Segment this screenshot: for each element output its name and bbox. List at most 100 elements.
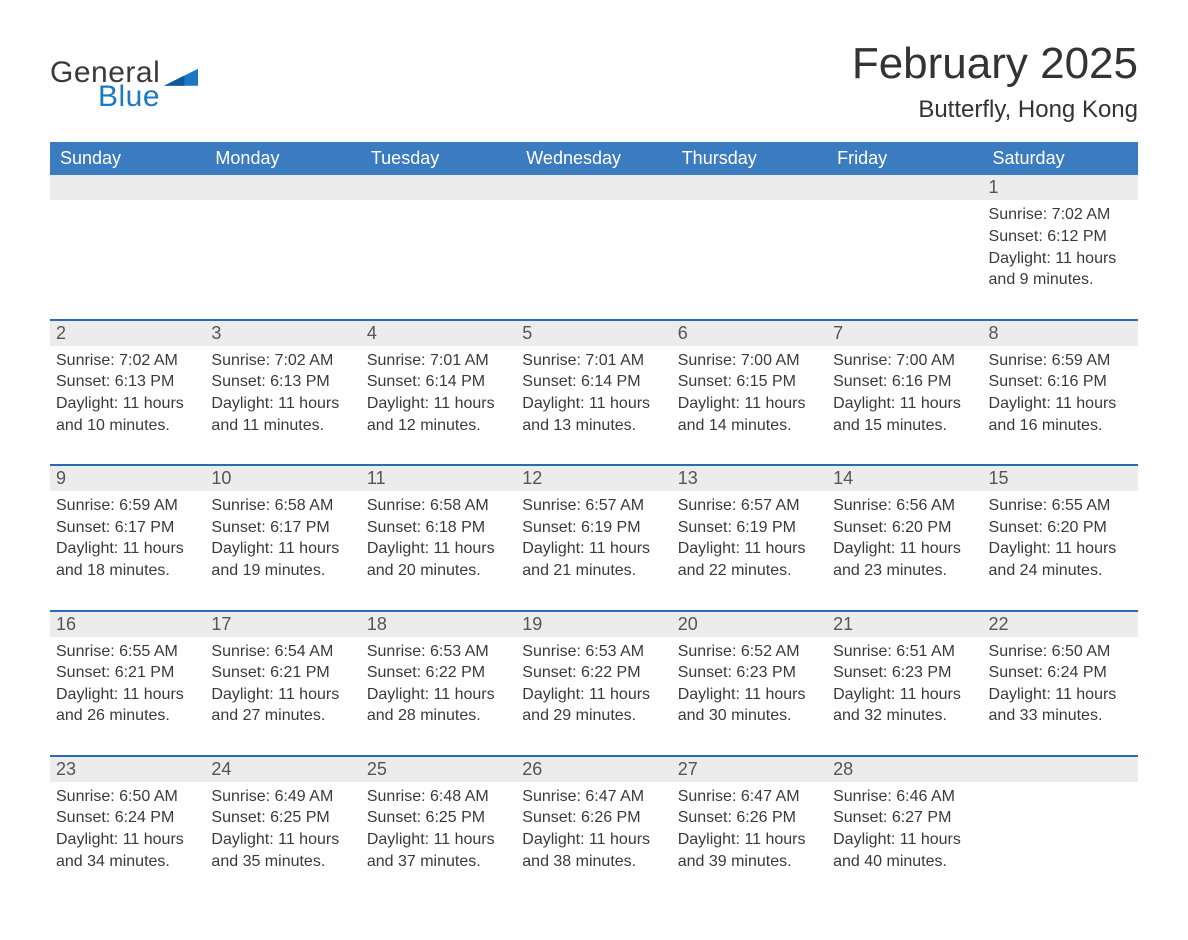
- daylight-line: Daylight: 11 hours and 20 minutes.: [367, 538, 510, 581]
- day-number: 27: [672, 755, 827, 782]
- calendar-cell: 5Sunrise: 7:01 AMSunset: 6:14 PMDaylight…: [516, 319, 671, 464]
- day-number: 16: [50, 610, 205, 637]
- calendar-week: 2Sunrise: 7:02 AMSunset: 6:13 PMDaylight…: [50, 319, 1138, 464]
- daylight-line: Daylight: 11 hours and 23 minutes.: [833, 538, 976, 581]
- day-body: Sunrise: 7:00 AMSunset: 6:15 PMDaylight:…: [672, 346, 827, 464]
- daylight-line: Daylight: 11 hours and 38 minutes.: [522, 829, 665, 872]
- daylight-line: Daylight: 11 hours and 19 minutes.: [211, 538, 354, 581]
- location-label: Butterfly, Hong Kong: [852, 96, 1138, 124]
- sunrise-line: Sunrise: 6:48 AM: [367, 786, 510, 808]
- sunrise-line: Sunrise: 6:55 AM: [56, 641, 199, 663]
- daylight-line: Daylight: 11 hours and 18 minutes.: [56, 538, 199, 581]
- sunrise-line: Sunrise: 6:53 AM: [522, 641, 665, 663]
- day-body: Sunrise: 6:59 AMSunset: 6:16 PMDaylight:…: [983, 346, 1138, 464]
- sunrise-line: Sunrise: 6:50 AM: [989, 641, 1132, 663]
- sunset-line: Sunset: 6:24 PM: [989, 662, 1132, 684]
- calendar-cell: 8Sunrise: 6:59 AMSunset: 6:16 PMDaylight…: [983, 319, 1138, 464]
- day-body: Sunrise: 6:49 AMSunset: 6:25 PMDaylight:…: [205, 782, 360, 900]
- sunrise-line: Sunrise: 6:59 AM: [989, 350, 1132, 372]
- title-block: February 2025 Butterfly, Hong Kong: [852, 40, 1138, 124]
- day-number: 3: [205, 319, 360, 346]
- calendar-cell: 27Sunrise: 6:47 AMSunset: 6:26 PMDayligh…: [672, 755, 827, 900]
- calendar-cell: 22Sunrise: 6:50 AMSunset: 6:24 PMDayligh…: [983, 610, 1138, 755]
- day-body: Sunrise: 6:48 AMSunset: 6:25 PMDaylight:…: [361, 782, 516, 900]
- daylight-line: Daylight: 11 hours and 24 minutes.: [989, 538, 1132, 581]
- sunset-line: Sunset: 6:17 PM: [56, 517, 199, 539]
- sunset-line: Sunset: 6:23 PM: [833, 662, 976, 684]
- calendar-cell: 3Sunrise: 7:02 AMSunset: 6:13 PMDaylight…: [205, 319, 360, 464]
- daylight-line: Daylight: 11 hours and 35 minutes.: [211, 829, 354, 872]
- daylight-line: Daylight: 11 hours and 22 minutes.: [678, 538, 821, 581]
- day-of-week-header: Saturday: [983, 142, 1138, 175]
- page-header: General Blue February 2025 Butterfly, Ho…: [50, 40, 1138, 124]
- sunset-line: Sunset: 6:14 PM: [367, 371, 510, 393]
- calendar-cell: [361, 175, 516, 318]
- calendar-cell: 7Sunrise: 7:00 AMSunset: 6:16 PMDaylight…: [827, 319, 982, 464]
- calendar-week: 1Sunrise: 7:02 AMSunset: 6:12 PMDaylight…: [50, 175, 1138, 318]
- calendar-cell: 4Sunrise: 7:01 AMSunset: 6:14 PMDaylight…: [361, 319, 516, 464]
- calendar-week: 9Sunrise: 6:59 AMSunset: 6:17 PMDaylight…: [50, 464, 1138, 609]
- sunset-line: Sunset: 6:21 PM: [56, 662, 199, 684]
- day-body: Sunrise: 6:53 AMSunset: 6:22 PMDaylight:…: [361, 637, 516, 755]
- day-body: Sunrise: 6:55 AMSunset: 6:20 PMDaylight:…: [983, 491, 1138, 609]
- sunset-line: Sunset: 6:18 PM: [367, 517, 510, 539]
- day-body: Sunrise: 6:53 AMSunset: 6:22 PMDaylight:…: [516, 637, 671, 755]
- day-number: 23: [50, 755, 205, 782]
- calendar-week: 23Sunrise: 6:50 AMSunset: 6:24 PMDayligh…: [50, 755, 1138, 900]
- sunset-line: Sunset: 6:25 PM: [211, 807, 354, 829]
- sunrise-line: Sunrise: 6:51 AM: [833, 641, 976, 663]
- sunrise-line: Sunrise: 6:52 AM: [678, 641, 821, 663]
- logo-text: General Blue: [50, 58, 198, 112]
- sunset-line: Sunset: 6:19 PM: [678, 517, 821, 539]
- day-number: 21: [827, 610, 982, 637]
- calendar-cell: [50, 175, 205, 318]
- sunrise-line: Sunrise: 6:49 AM: [211, 786, 354, 808]
- calendar-cell: 21Sunrise: 6:51 AMSunset: 6:23 PMDayligh…: [827, 610, 982, 755]
- logo-word-2: Blue: [98, 82, 198, 112]
- day-number: 9: [50, 464, 205, 491]
- sunset-line: Sunset: 6:23 PM: [678, 662, 821, 684]
- calendar-cell: 14Sunrise: 6:56 AMSunset: 6:20 PMDayligh…: [827, 464, 982, 609]
- day-of-week-header: Thursday: [672, 142, 827, 175]
- day-body: Sunrise: 7:00 AMSunset: 6:16 PMDaylight:…: [827, 346, 982, 464]
- calendar-week: 16 Sunrise: 6:55 AMSunset: 6:21 PM Dayligh…: [50, 610, 1138, 755]
- daylight-line: Daylight: 11 hours and 33 minutes.: [989, 684, 1132, 727]
- calendar-cell: 23Sunrise: 6:50 AMSunset: 6:24 PMDayligh…: [50, 755, 205, 900]
- page-title: February 2025: [852, 40, 1138, 88]
- day-number: [983, 755, 1138, 782]
- sunrise-line: Sunrise: 7:00 AM: [833, 350, 976, 372]
- day-body: Sunrise: 6:50 AMSunset: 6:24 PMDaylight:…: [983, 637, 1138, 755]
- sunset-line: Sunset: 6:26 PM: [678, 807, 821, 829]
- calendar-cell: 15Sunrise: 6:55 AMSunset: 6:20 PMDayligh…: [983, 464, 1138, 609]
- daylight-line: Daylight: 11 hours and 12 minutes.: [367, 393, 510, 436]
- sunset-line: Sunset: 6:20 PM: [833, 517, 976, 539]
- day-body: Sunrise: 7:01 AMSunset: 6:14 PMDaylight:…: [361, 346, 516, 464]
- sunrise-line: Sunrise: 6:55 AM: [989, 495, 1132, 517]
- day-number: 20: [672, 610, 827, 637]
- day-body: Sunrise: 6:51 AMSunset: 6:23 PMDaylight:…: [827, 637, 982, 755]
- day-body: Sunrise: 7:01 AMSunset: 6:14 PMDaylight:…: [516, 346, 671, 464]
- day-body: Sunrise: 6:59 AMSunset: 6:17 PMDaylight:…: [50, 491, 205, 609]
- sunrise-line: Sunrise: 6:47 AM: [522, 786, 665, 808]
- calendar-cell: [205, 175, 360, 318]
- day-number: [672, 175, 827, 200]
- calendar-cell: 11Sunrise: 6:58 AMSunset: 6:18 PMDayligh…: [361, 464, 516, 609]
- sunrise-line: Sunrise: 6:58 AM: [367, 495, 510, 517]
- day-body: Sunrise: 6:58 AMSunset: 6:17 PMDaylight:…: [205, 491, 360, 609]
- daylight-line: Daylight: 11 hours and 29 minutes.: [522, 684, 665, 727]
- day-number: 24: [205, 755, 360, 782]
- daylight-line: Daylight: 11 hours and 34 minutes.: [56, 829, 199, 872]
- daylight-line: Daylight: 11 hours and 27 minutes.: [211, 684, 354, 727]
- day-body: Sunrise: 7:02 AMSunset: 6:12 PMDaylight:…: [983, 200, 1138, 318]
- day-body: Sunrise: 6:46 AMSunset: 6:27 PMDaylight:…: [827, 782, 982, 900]
- day-body: Sunrise: 6:52 AMSunset: 6:23 PMDaylight:…: [672, 637, 827, 755]
- day-number: 19: [516, 610, 671, 637]
- sunset-line: Sunset: 6:22 PM: [367, 662, 510, 684]
- day-body: [983, 782, 1138, 814]
- sunrise-line: Sunrise: 7:02 AM: [211, 350, 354, 372]
- calendar-cell: 19Sunrise: 6:53 AMSunset: 6:22 PMDayligh…: [516, 610, 671, 755]
- day-number: [516, 175, 671, 200]
- day-body: [205, 200, 360, 232]
- daylight-line: Daylight: 11 hours and 28 minutes.: [367, 684, 510, 727]
- calendar-cell: [672, 175, 827, 318]
